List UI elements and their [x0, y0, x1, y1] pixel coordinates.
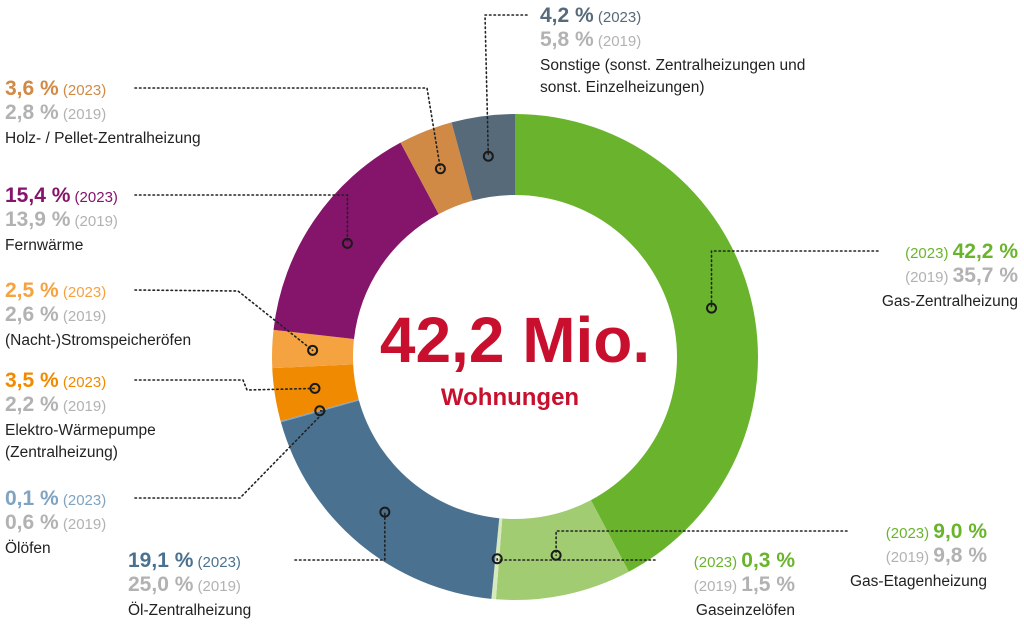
- value-2019-elektro-warmepumpe-zentralheizung: 2,2 % (2019): [5, 393, 106, 416]
- value-2019-gas-zentralheizung: (2019) 35,7 %: [905, 264, 1018, 287]
- value-2023-sonstige-sonst-zentralheizungen-und-sonst-einzelheizungen: 4,2 % (2023): [540, 4, 641, 27]
- value-2019-sonstige-sonst-zentralheizungen-und-sonst-einzelheizungen: 5,8 % (2019): [540, 28, 641, 51]
- value-2023-gaseinzelofen: (2023) 0,3 %: [694, 549, 796, 572]
- value-2019-nacht-stromspeicherofen: 2,6 % (2019): [5, 303, 106, 326]
- label-holz-pellet-zentralheizung: 3,6 % (2023)2,8 % (2019) Holz- / Pellet-Z…: [5, 77, 201, 147]
- leader-line-fernwarme: [134, 194, 349, 245]
- leader-dot-sonstige-sonst-zentralheizungen-und-sonst-einzelheizungen: [482, 150, 494, 162]
- slice-olofen: [280, 399, 359, 423]
- category-label-olofen: Ölöfen: [5, 539, 51, 557]
- leader-line-nacht-stromspeicherofen: [134, 289, 314, 352]
- category-label-holz-pellet-zentralheizung: Holz- / Pellet-Zentralheizung: [5, 130, 201, 147]
- value-2023-elektro-warmepumpe-zentralheizung: 3,5 % (2023): [5, 369, 106, 392]
- category-label-nacht-stromspeicherofen: (Nacht-)Stromspeicheröfen: [5, 332, 191, 349]
- label-gas-zentralheizung: (2023) 42,2 %(2019) 35,7 % Gas-Zentralhei…: [882, 240, 1018, 310]
- leader-line-ol-zentralheizung: [294, 511, 386, 561]
- label-fernwarme: 15,4 % (2023)13,9 % (2019) Fernwärme: [5, 184, 118, 254]
- slice-nacht-stromspeicherofen: [272, 329, 355, 369]
- label-olofen: 0,1 % (2023)0,6 % (2019) Ölöfen: [5, 487, 106, 557]
- category-label-fernwarme: Fernwärme: [5, 237, 83, 254]
- leader-line-gas-etagenheizung: [555, 530, 848, 557]
- leader-dot-gas-zentralheizung: [706, 302, 718, 314]
- value-2019-olofen: 0,6 % (2019): [5, 511, 106, 534]
- value-2019-gaseinzelofen: (2019) 1,5 %: [694, 573, 796, 596]
- value-2023-olofen: 0,1 % (2023): [5, 487, 106, 510]
- category-label-elektro-warmepumpe-zentralheizung: (Zentralheizung): [5, 444, 118, 461]
- slice-fernwarme: [273, 142, 439, 339]
- center-unit: Wohnungen: [441, 384, 579, 411]
- category-label-elektro-warmepumpe-zentralheizung: Elektro-Wärmepumpe: [5, 422, 156, 439]
- label-gaseinzelofen: (2023) 0,3 %(2019) 1,5 % Gaseinzelöfen: [694, 549, 796, 619]
- value-2019-ol-zentralheizung: 25,0 % (2019): [128, 573, 241, 596]
- leader-dot-gaseinzelofen: [491, 553, 503, 565]
- leader-dot-holz-pellet-zentralheizung: [434, 163, 446, 175]
- category-label-ol-zentralheizung: Öl-Zentralheizung: [128, 601, 251, 619]
- leader-dot-nacht-stromspeicherofen: [307, 344, 319, 356]
- label-elektro-warmepumpe-zentralheizung: 3,5 % (2023)2,2 % (2019) Elektro-Wärmepum…: [5, 369, 156, 461]
- slice-gas-zentralheizung: [515, 114, 758, 572]
- label-sonstige-sonst-zentralheizungen-und-sonst-einzelheizungen: 4,2 % (2023)5,8 % (2019) Sonstige (sonst.…: [540, 4, 805, 96]
- data-labels: (2023) 42,2 %(2019) 35,7 % Gas-Zentralhei…: [5, 4, 1018, 619]
- leader-dot-olofen: [314, 405, 326, 417]
- leader-dot-elektro-warmepumpe-zentralheizung: [309, 382, 321, 394]
- leader-line-holz-pellet-zentralheizung: [134, 87, 442, 170]
- category-label-gas-zentralheizung: Gas-Zentralheizung: [882, 293, 1018, 310]
- slice-ol-zentralheizung: [280, 400, 500, 599]
- value-2023-holz-pellet-zentralheizung: 3,6 % (2023): [5, 77, 106, 100]
- leader-line-olofen: [134, 409, 327, 499]
- leader-lines: [134, 14, 879, 565]
- donut-slices: [272, 114, 758, 600]
- value-2019-fernwarme: 13,9 % (2019): [5, 208, 118, 231]
- leader-line-gaseinzelofen: [496, 557, 656, 561]
- leader-line-sonstige-sonst-zentralheizungen-und-sonst-einzelheizungen: [484, 14, 528, 158]
- category-label-gas-etagenheizung: Gas-Etagenheizung: [850, 573, 987, 590]
- leader-line-elektro-warmepumpe-zentralheizung: [134, 379, 316, 391]
- value-2019-holz-pellet-zentralheizung: 2,8 % (2019): [5, 101, 106, 124]
- value-2019-gas-etagenheizung: (2019) 9,8 %: [886, 544, 988, 567]
- category-label-sonstige-sonst-zentralheizungen-und-sonst-einzelheizungen: Sonstige (sonst. Zentralheizungen und: [540, 57, 805, 74]
- value-2023-nacht-stromspeicherofen: 2,5 % (2023): [5, 279, 106, 302]
- leader-dot-fernwarme: [341, 237, 353, 249]
- leader-dot-ol-zentralheizung: [379, 506, 391, 518]
- category-label-gaseinzelofen: Gaseinzelöfen: [696, 602, 795, 619]
- center-total: 42,2 Mio.: [380, 304, 650, 376]
- value-2023-fernwarme: 15,4 % (2023): [5, 184, 118, 207]
- label-ol-zentralheizung: 19,1 % (2023)25,0 % (2019) Öl-Zentralheiz…: [128, 549, 251, 619]
- leader-line-gas-zentralheizung: [710, 250, 879, 309]
- value-2023-gas-zentralheizung: (2023) 42,2 %: [905, 240, 1018, 263]
- category-label-sonstige-sonst-zentralheizungen-und-sonst-einzelheizungen: sonst. Einzelheizungen): [540, 79, 705, 96]
- slice-gas-etagenheizung: [495, 500, 629, 600]
- value-2023-gas-etagenheizung: (2023) 9,0 %: [886, 520, 988, 543]
- value-2023-ol-zentralheizung: 19,1 % (2023): [128, 549, 241, 572]
- label-gas-etagenheizung: (2023) 9,0 %(2019) 9,8 % Gas-Etagenheizun…: [850, 520, 987, 590]
- label-nacht-stromspeicherofen: 2,5 % (2023)2,6 % (2019) (Nacht-)Stromspe…: [5, 279, 191, 349]
